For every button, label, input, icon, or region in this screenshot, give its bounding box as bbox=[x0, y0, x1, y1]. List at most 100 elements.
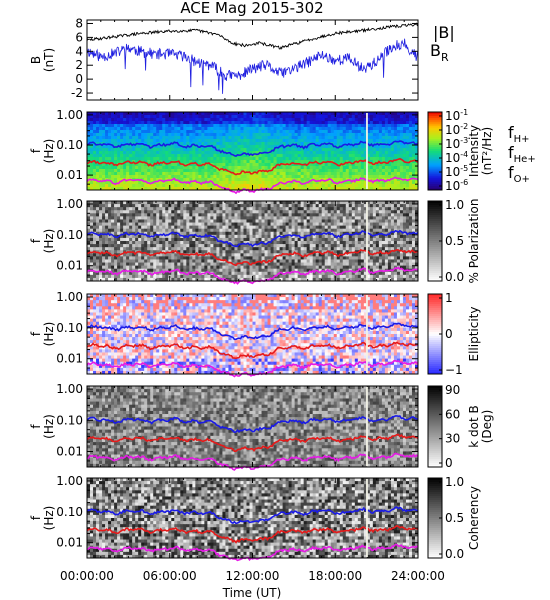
colorbar-cell bbox=[428, 328, 442, 331]
colorbar-cell bbox=[428, 127, 442, 130]
colorbar-cell bbox=[428, 542, 442, 545]
colorbar-cell bbox=[428, 263, 442, 266]
y-tick-label: 1.00 bbox=[56, 290, 83, 304]
colorbar-cell bbox=[428, 294, 442, 297]
colorbar-cell bbox=[428, 484, 442, 487]
colorbar-cell bbox=[428, 356, 442, 359]
y-axis-label-unit: (Hz) bbox=[42, 229, 56, 254]
colorbar-tick-label: 0 bbox=[445, 456, 453, 470]
power-spectrogram bbox=[87, 112, 419, 191]
colorbar-cell bbox=[428, 310, 442, 313]
colorbar-tick-label: 1.0 bbox=[445, 475, 464, 489]
time-axis: 00:00:00 06:00:00 12:00:00 18:00:00 24:00:00 bbox=[60, 569, 445, 583]
colorbar-cell bbox=[428, 182, 442, 185]
colorbar-cell bbox=[428, 530, 442, 533]
f-h-plus-line bbox=[86, 140, 419, 157]
colorbar-cell bbox=[428, 414, 442, 417]
colorbar-cell bbox=[428, 135, 442, 138]
colorbar-cell bbox=[428, 308, 442, 311]
y-tick-label: 4 bbox=[75, 44, 83, 58]
colorbar-cell bbox=[428, 223, 442, 226]
colorbar-cell bbox=[428, 115, 442, 119]
y-tick-label: 1.00 bbox=[56, 474, 83, 488]
f-he-plus-line bbox=[86, 157, 419, 176]
colorbar-cell bbox=[428, 215, 442, 218]
colorbar-cell bbox=[428, 117, 442, 121]
colorbar-cell bbox=[428, 164, 442, 167]
colorbar-label: % Polarization bbox=[467, 199, 481, 284]
colorbar-frame bbox=[427, 111, 443, 191]
y-axis-label-unit: (Hz) bbox=[42, 322, 56, 347]
colorbar-cell bbox=[428, 544, 442, 547]
colorbar-cell bbox=[428, 235, 442, 238]
colorbar-cell bbox=[428, 145, 442, 148]
b-total-line bbox=[86, 22, 419, 50]
colorbar-cell bbox=[428, 422, 442, 425]
colorbar-cell bbox=[428, 548, 442, 551]
colorbar-cell bbox=[428, 404, 442, 407]
panel-power-spectrum: 1.00 0.10 0.01 f (Hz) 10-110-210-310-410-510-… bbox=[29, 108, 536, 195]
x-tick-label: 18:00:00 bbox=[308, 569, 362, 583]
colorbar-cell bbox=[428, 442, 442, 446]
colorbar-cell bbox=[428, 312, 442, 315]
colorbar-cell bbox=[428, 478, 442, 481]
colorbar-cell bbox=[428, 460, 442, 464]
colorbar-cell bbox=[428, 410, 442, 413]
colorbar-cell bbox=[428, 486, 442, 489]
colorbar-tick-label: 0.0 bbox=[445, 270, 464, 284]
colorbar-cell bbox=[428, 176, 442, 179]
colorbar-cell bbox=[428, 346, 442, 349]
colorbar-tick-label: 0.5 bbox=[445, 234, 464, 248]
colorbar-cell bbox=[428, 137, 442, 140]
f-o-plus-line bbox=[86, 543, 419, 562]
colorbar-cell bbox=[428, 160, 442, 164]
y-tick-label: -2 bbox=[71, 86, 83, 100]
colorbar-cell bbox=[428, 275, 442, 278]
colorbar-cell bbox=[428, 514, 442, 517]
figure-title: ACE Mag 2015-302 bbox=[180, 0, 323, 17]
colorbar-cell bbox=[428, 257, 442, 260]
colorbar-cell bbox=[428, 147, 442, 150]
colorbar-cell bbox=[428, 480, 442, 483]
y-tick-label: 1.00 bbox=[56, 108, 83, 122]
colorbar-cell bbox=[428, 500, 442, 503]
colorbar-cell bbox=[428, 314, 442, 317]
colorbar-cell bbox=[428, 231, 442, 234]
colorbar-cell bbox=[428, 253, 442, 256]
colorbar-cell bbox=[428, 237, 442, 240]
colorbar-cell bbox=[428, 207, 442, 210]
colorbar-cell bbox=[428, 151, 442, 154]
y-tick-label: 6 bbox=[75, 30, 83, 44]
colorbar-cell bbox=[428, 306, 442, 309]
colorbar-cell bbox=[428, 504, 442, 507]
colorbar-label: Coherency bbox=[467, 486, 481, 550]
colorbar-cell bbox=[428, 368, 442, 371]
colorbar-cell bbox=[428, 201, 442, 204]
colorbar-cell bbox=[428, 166, 442, 169]
colorbar-cell bbox=[428, 322, 442, 325]
colorbar-cell bbox=[428, 354, 442, 357]
f-he-plus-line bbox=[86, 341, 419, 360]
colorbar-cell bbox=[428, 412, 442, 415]
colorbar-cell bbox=[428, 233, 442, 236]
colorbar-cell bbox=[428, 277, 442, 280]
colorbar-cell bbox=[428, 492, 442, 495]
colorbar-cell bbox=[428, 498, 442, 501]
colorbar-tick-label: 10-6 bbox=[445, 178, 468, 193]
y-axis-label-quantity: f bbox=[29, 515, 43, 520]
polarization-spectrogram bbox=[87, 201, 419, 282]
colorbar-cell bbox=[428, 520, 442, 523]
colorbar-cell bbox=[428, 418, 442, 421]
colorbar-cell bbox=[428, 444, 442, 448]
colorbar-tick-label: 0.5 bbox=[445, 511, 464, 525]
colorbar-cell bbox=[428, 227, 442, 230]
colorbar-cell bbox=[428, 522, 442, 525]
colorbar-cell bbox=[428, 452, 442, 456]
colorbar-cell bbox=[428, 434, 442, 438]
colorbar-cell bbox=[428, 251, 442, 254]
f-he-plus-line bbox=[86, 248, 419, 267]
colorbar-cell bbox=[428, 510, 442, 513]
colorbar-cell bbox=[428, 123, 442, 127]
